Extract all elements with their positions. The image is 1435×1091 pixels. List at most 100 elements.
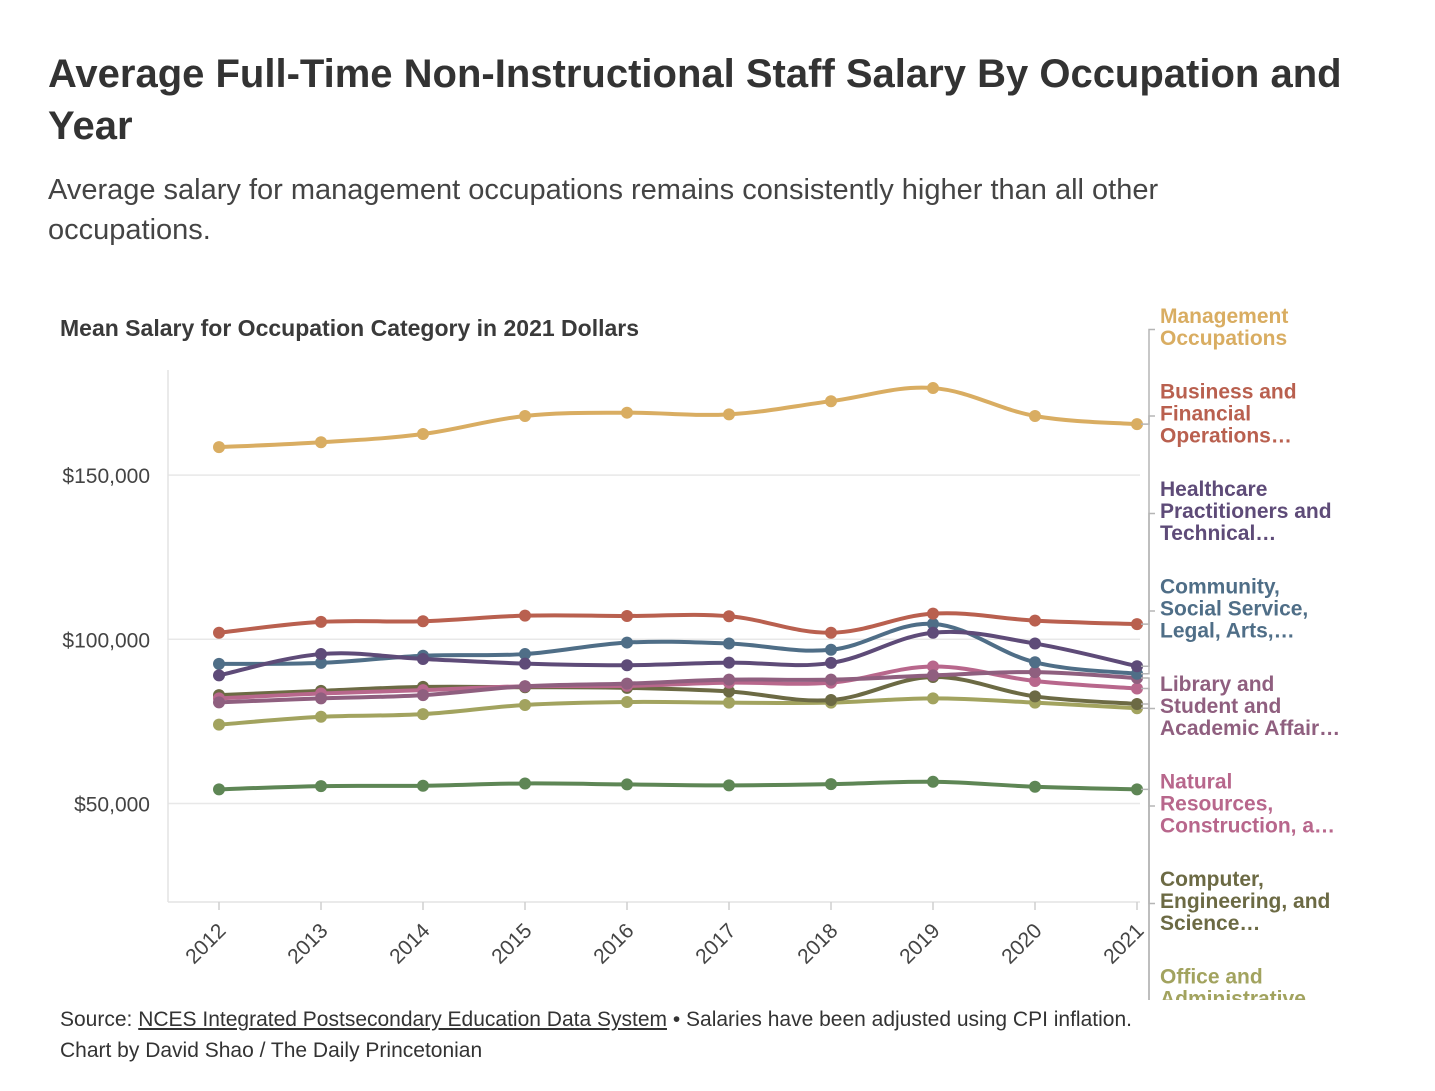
data-point-library-and-student-and-academic-affair-2015 <box>519 680 531 693</box>
data-point-library-and-student-and-academic-affair-2016 <box>621 677 633 690</box>
series-line-office-and-administrative-support <box>217 696 1139 727</box>
series-label-management-occupations: Management <box>1160 305 1288 328</box>
data-point-office-and-administrative-support-2014 <box>417 708 429 721</box>
data-point-computer-engineering-and-science-2020 <box>1029 690 1041 703</box>
data-point-business-and-financial-operations-2018 <box>825 626 837 639</box>
label-connector-business-and-financial-operations <box>1141 415 1155 625</box>
page-subtitle: Average salary for management occupation… <box>48 174 1159 246</box>
data-point-service-occupations-2012 <box>213 783 225 796</box>
series-label-natural-resources-construction-a: Resources, <box>1160 793 1273 816</box>
data-point-computer-engineering-and-science-2018 <box>825 694 837 707</box>
data-point-computer-engineering-and-science-2021 <box>1131 697 1143 710</box>
data-point-business-and-financial-operations-2020 <box>1029 614 1041 627</box>
data-point-management-occupations-2019 <box>927 382 939 395</box>
data-point-community-social-service-legal-arts-2019 <box>927 617 939 630</box>
x-tick-label: 2013 <box>283 919 332 968</box>
data-point-healthcare-practitioners-and-technical-2021 <box>1131 660 1143 673</box>
data-point-management-occupations-2018 <box>825 395 837 408</box>
data-point-healthcare-practitioners-and-technical-2012 <box>213 669 225 682</box>
x-tick-label: 2015 <box>487 919 536 968</box>
series-label-business-and-financial-operations: Financial <box>1160 403 1251 426</box>
label-connector-community-social-service-legal-arts <box>1141 610 1155 675</box>
series-line-management-occupations <box>217 385 1139 450</box>
data-point-library-and-student-and-academic-affair-2018 <box>825 673 837 686</box>
data-point-healthcare-practitioners-and-technical-2016 <box>621 659 633 672</box>
x-tick-label: 2020 <box>997 919 1046 968</box>
series-label-office-and-administrative-support: Administrative <box>1160 988 1306 1001</box>
data-point-management-occupations-2021 <box>1131 418 1143 431</box>
source-link[interactable]: NCES Integrated Postsecondary Education … <box>138 1008 667 1031</box>
series-label-computer-engineering-and-science: Computer, <box>1160 868 1264 891</box>
chart-heading: Mean Salary for Occupation Category in 2… <box>60 315 640 341</box>
data-point-natural-resources-construction-a-2021 <box>1131 682 1143 695</box>
series-label-community-social-service-legal-arts: Community, <box>1160 576 1280 599</box>
series-label-library-and-student-and-academic-affair: Student and <box>1160 695 1281 718</box>
data-point-library-and-student-and-academic-affair-2017 <box>723 673 735 686</box>
data-point-business-and-financial-operations-2017 <box>723 610 735 623</box>
line-chart: $50,000 $100,000 $150,000 2012 2013 2014 2015 2… <box>62 305 1340 1001</box>
data-point-office-and-administrative-support-2012 <box>213 718 225 731</box>
data-point-service-occupations-2018 <box>825 778 837 791</box>
data-point-service-occupations-2020 <box>1029 780 1041 793</box>
series-line-service-occupations <box>217 779 1139 792</box>
source-note: • Salaries have been adjusted using CPI … <box>667 1008 1132 1031</box>
series-label-community-social-service-legal-arts: Social Service, <box>1160 598 1308 621</box>
series-line-library-and-student-and-academic-affair <box>217 670 1139 705</box>
source-prefix: Source: <box>60 1008 139 1031</box>
data-point-business-and-financial-operations-2012 <box>213 626 225 639</box>
data-point-business-and-financial-operations-2013 <box>315 615 327 628</box>
data-point-library-and-student-and-academic-affair-2013 <box>315 692 327 705</box>
x-tick-label: 2017 <box>691 919 740 968</box>
data-point-community-social-service-legal-arts-2012 <box>213 657 225 670</box>
data-point-management-occupations-2012 <box>213 441 225 454</box>
series-label-healthcare-practitioners-and-technical: Technical… <box>1160 522 1276 545</box>
data-point-healthcare-practitioners-and-technical-2014 <box>417 652 429 665</box>
data-point-management-occupations-2014 <box>417 428 429 441</box>
series-label-management-occupations: Occupations <box>1160 327 1287 350</box>
data-point-business-and-financial-operations-2015 <box>519 609 531 622</box>
data-point-community-social-service-legal-arts-2015 <box>519 648 531 661</box>
series-line-healthcare-practitioners-and-technical <box>217 629 1139 678</box>
chart-credit: Chart by David Shao / The Daily Princeto… <box>60 1039 483 1062</box>
data-point-management-occupations-2016 <box>621 406 633 419</box>
series-label-computer-engineering-and-science: Engineering, and <box>1160 890 1330 913</box>
data-point-natural-resources-construction-a-2020 <box>1029 674 1041 687</box>
data-point-business-and-financial-operations-2014 <box>417 615 429 628</box>
series-label-office-and-administrative-support: Office and <box>1160 966 1263 989</box>
data-point-library-and-student-and-academic-affair-2020 <box>1029 666 1041 679</box>
data-point-library-and-student-and-academic-affair-2012 <box>213 696 225 709</box>
data-point-healthcare-practitioners-and-technical-2019 <box>927 626 939 639</box>
data-point-service-occupations-2016 <box>621 778 633 791</box>
x-tick-label: 2019 <box>895 919 944 968</box>
series-label-business-and-financial-operations: Business and <box>1160 381 1297 404</box>
page-title: Average Full-Time Non-Instructional Staf… <box>48 52 1342 148</box>
data-point-service-occupations-2014 <box>417 779 429 792</box>
series-label-healthcare-practitioners-and-technical: Practitioners and <box>1160 500 1332 523</box>
data-point-business-and-financial-operations-2021 <box>1131 618 1143 631</box>
label-connector-management-occupations <box>1141 328 1155 425</box>
data-point-healthcare-practitioners-and-technical-2015 <box>519 657 531 670</box>
series-line-business-and-financial-operations <box>217 611 1139 635</box>
data-point-office-and-administrative-support-2016 <box>621 696 633 709</box>
data-point-healthcare-practitioners-and-technical-2013 <box>315 648 327 661</box>
x-tick-label: 2018 <box>793 919 842 968</box>
x-tick-label: 2021 <box>1099 919 1148 968</box>
data-point-management-occupations-2013 <box>315 436 327 449</box>
data-point-healthcare-practitioners-and-technical-2018 <box>825 656 837 669</box>
series-label-library-and-student-and-academic-affair: Library and <box>1160 673 1274 696</box>
series-label-computer-engineering-and-science: Science… <box>1160 912 1260 935</box>
data-point-library-and-student-and-academic-affair-2014 <box>417 689 429 702</box>
data-point-office-and-administrative-support-2013 <box>315 710 327 723</box>
data-point-healthcare-practitioners-and-technical-2020 <box>1029 637 1041 650</box>
data-point-management-occupations-2015 <box>519 409 531 422</box>
data-point-management-occupations-2020 <box>1029 409 1041 422</box>
data-point-business-and-financial-operations-2019 <box>927 607 939 620</box>
data-point-business-and-financial-operations-2016 <box>621 609 633 622</box>
label-connector-computer-engineering-and-science <box>1141 703 1155 905</box>
chart-footer: Source: NCES Integrated Postsecondary Ed… <box>60 1004 1132 1066</box>
x-tick-label: 2012 <box>181 919 230 968</box>
series-label-healthcare-practitioners-and-technical: Healthcare <box>1160 478 1267 501</box>
data-point-community-social-service-legal-arts-2020 <box>1029 656 1041 669</box>
label-connector-natural-resources-construction-a <box>1141 687 1155 807</box>
x-tick-label: 2016 <box>589 919 638 968</box>
